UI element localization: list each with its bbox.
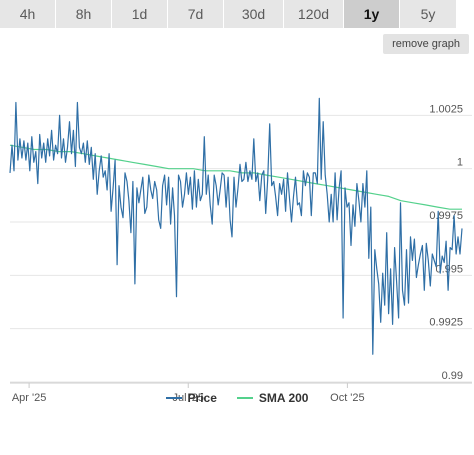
remove-graph-button[interactable]: remove graph: [383, 34, 469, 54]
legend-label-sma: SMA 200: [258, 391, 309, 405]
range-button-5y[interactable]: 5y: [400, 0, 457, 29]
y-tick-label: 1.0025: [429, 103, 463, 115]
range-button-4h[interactable]: 4h: [0, 0, 56, 29]
y-tick-label: 0.99: [442, 370, 463, 382]
range-button-7d[interactable]: 7d: [168, 0, 224, 29]
legend-item-sma[interactable]: SMA 200: [236, 391, 309, 405]
legend-label-price: Price: [187, 391, 217, 405]
legend-swatch-price: [165, 397, 182, 399]
range-button-1y[interactable]: 1y: [344, 0, 400, 29]
range-button-120d[interactable]: 120d: [284, 0, 344, 29]
x-tick-label: Oct '25: [330, 392, 365, 404]
range-button-30d[interactable]: 30d: [224, 0, 284, 29]
legend-swatch-sma: [236, 397, 253, 399]
range-button-1d[interactable]: 1d: [112, 0, 168, 29]
x-tick-label: Apr '25: [12, 392, 47, 404]
range-button-8h[interactable]: 8h: [56, 0, 112, 29]
y-tick-label: 0.9975: [429, 210, 463, 222]
time-range-selector: 4h 8h 1d 7d 30d 120d 1y 5y: [0, 0, 474, 30]
y-tick-label: 1: [457, 157, 463, 169]
y-tick-label: 0.9925: [429, 317, 463, 329]
x-tick-label: Jul '25: [173, 392, 204, 404]
chart-legend: Price SMA 200: [0, 391, 474, 405]
series-line-sma-200: [9, 144, 462, 210]
series-line-price: [9, 97, 463, 355]
legend-item-price[interactable]: Price: [165, 391, 217, 405]
